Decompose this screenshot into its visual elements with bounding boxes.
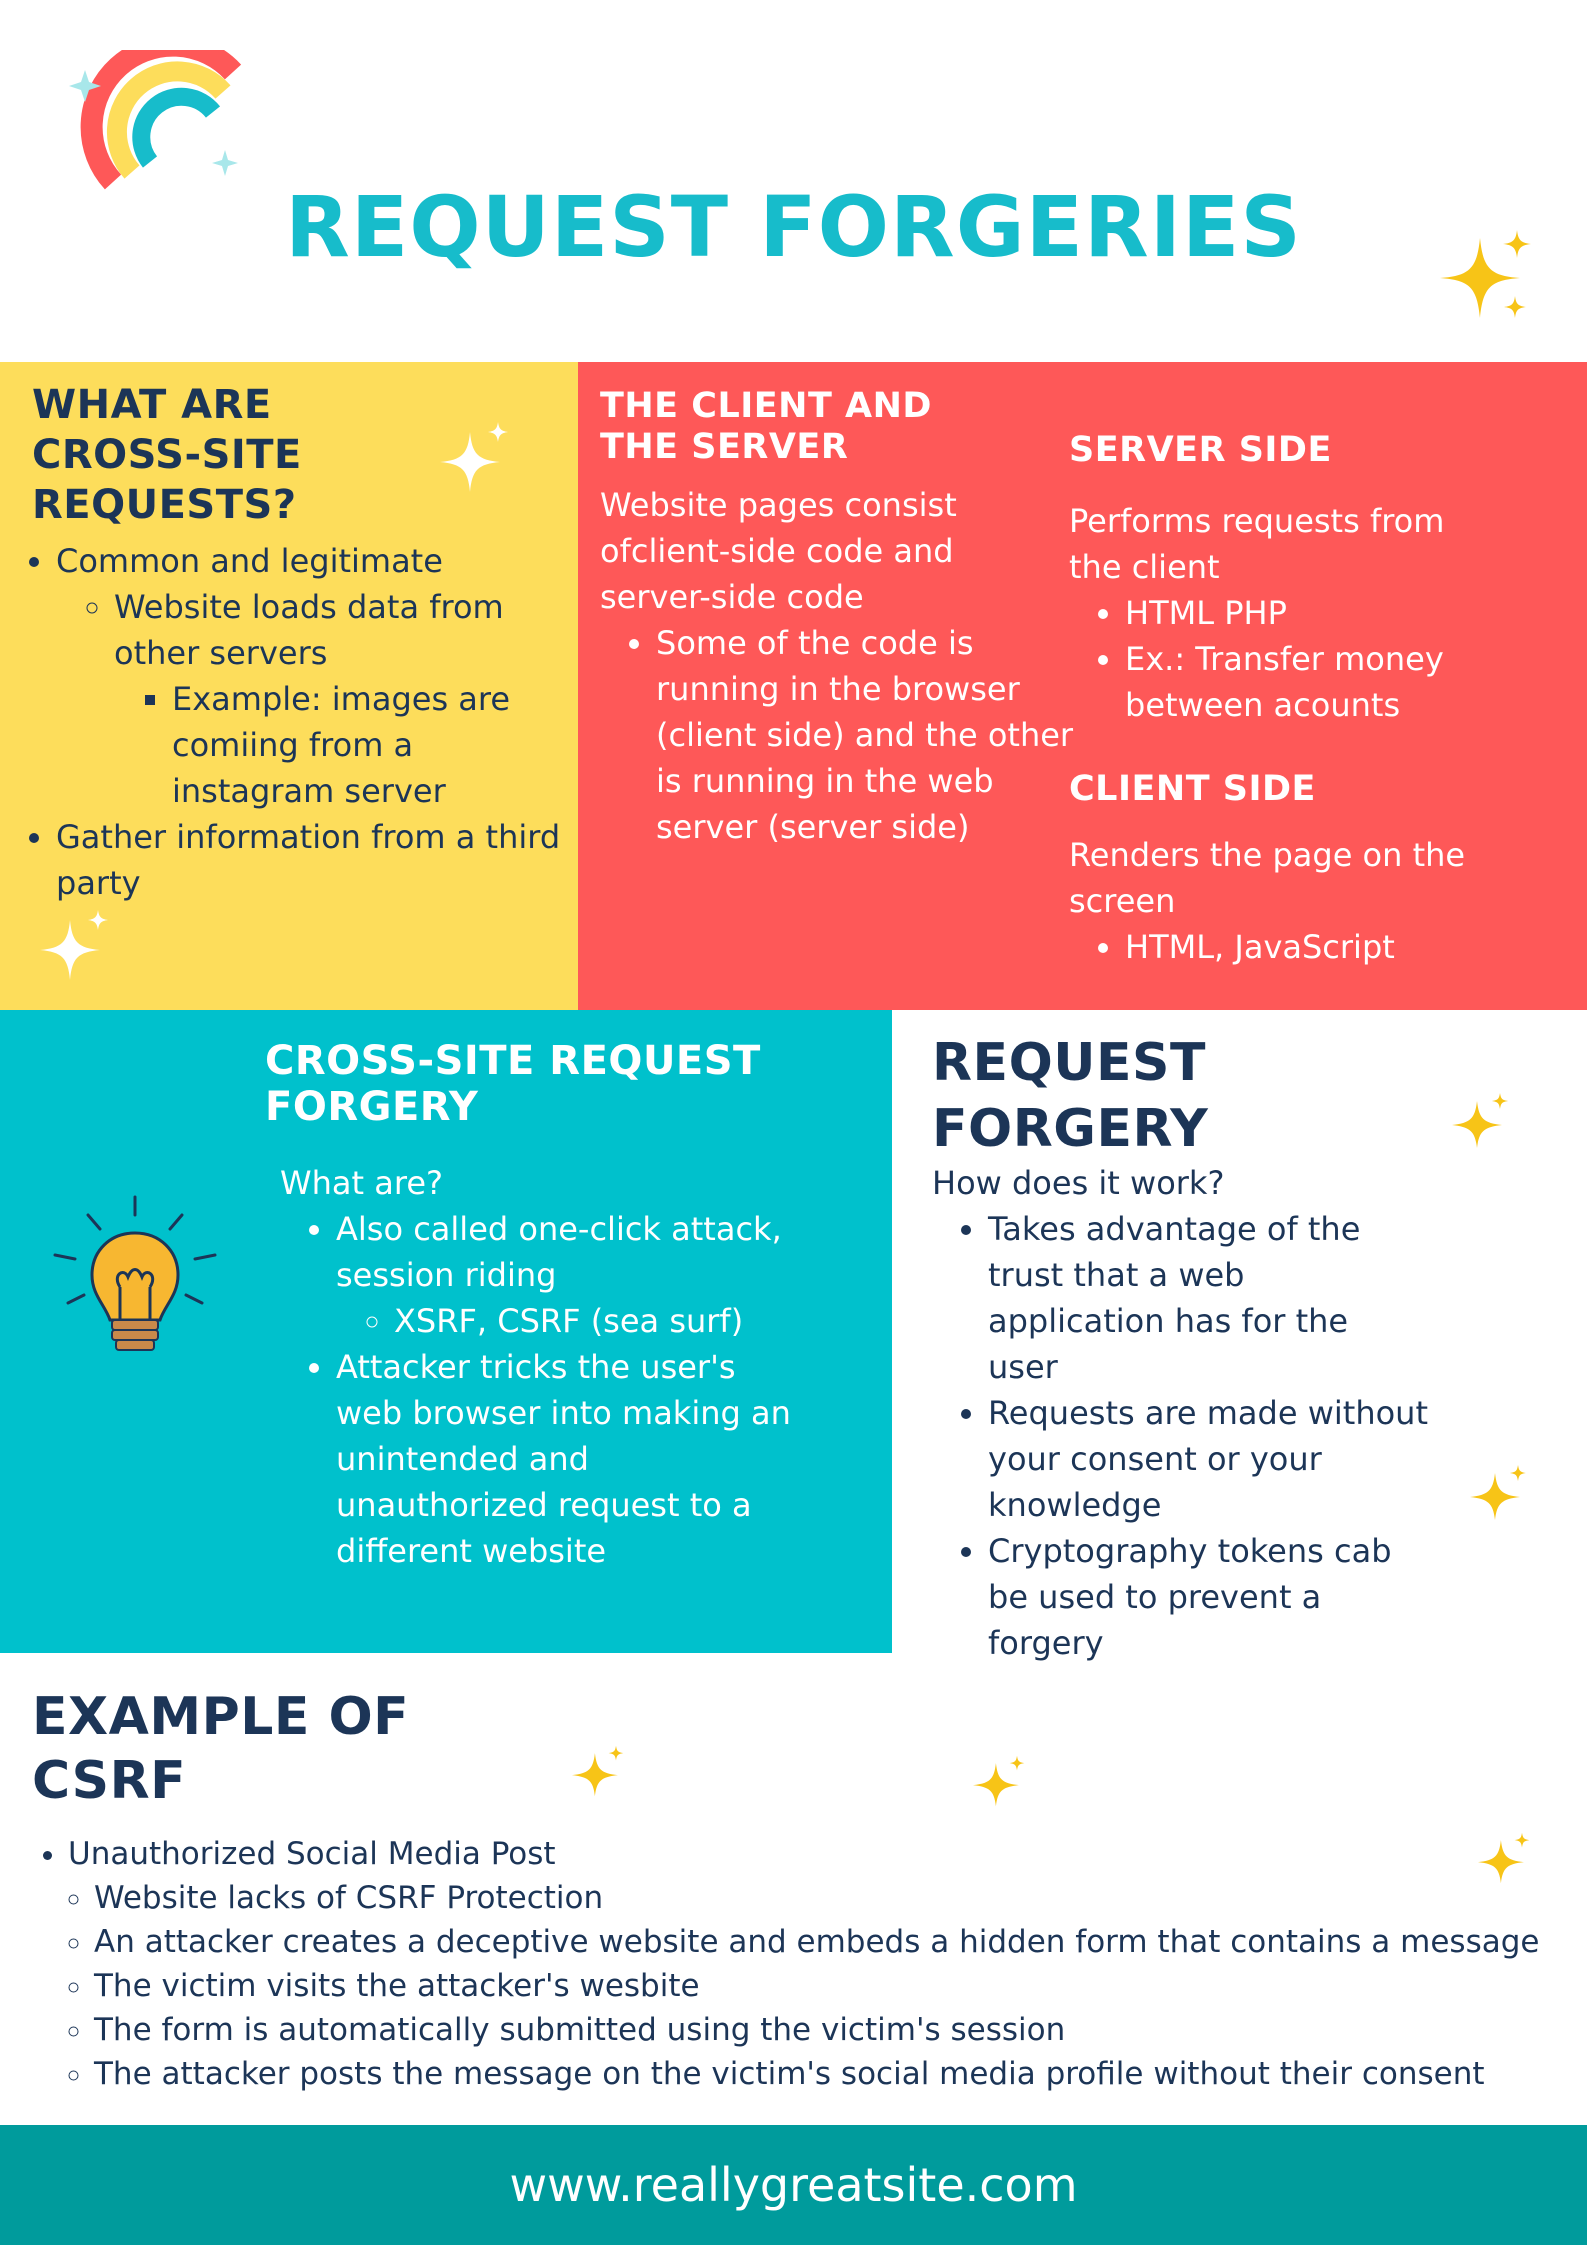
- list-item: Also called one-click attack, session ri…: [336, 1206, 796, 1344]
- cross-site-list: Common and legitimate Website loads data…: [28, 538, 576, 906]
- request-forgery-panel: REQUEST FORGERY How does it work? Takes …: [892, 1010, 1587, 1675]
- lightbulb-icon: [53, 1195, 217, 1351]
- list-item: Gather information from a third party: [56, 814, 576, 906]
- sparkle-icon: [973, 1755, 1025, 1807]
- sparkle-icon: [1440, 230, 1531, 318]
- client-side-text: Renders the page on the screen: [1069, 836, 1466, 920]
- client-side-heading: CLIENT SIDE: [1069, 769, 1316, 809]
- list-item: Website lacks of CSRF Protection: [94, 1876, 1587, 1920]
- rainbow-icon: [69, 50, 242, 190]
- server-side-heading: SERVER SIDE: [1069, 430, 1332, 470]
- section-heading: REQUEST FORGERY: [932, 1033, 1209, 1159]
- sparkle-icon: [1452, 1093, 1508, 1148]
- section-heading: THE CLIENT AND THE SERVER: [600, 386, 932, 467]
- csrf-list: Also called one-click attack, session ri…: [308, 1206, 796, 1574]
- list-item: An attacker creates a deceptive website …: [94, 1920, 1587, 1964]
- list-item: Website loads data from other servers Ex…: [114, 584, 576, 814]
- example-heading: EXAMPLE OF CSRF: [32, 1687, 410, 1811]
- server-side-list: HTML PHP Ex.: Transfer money between aco…: [1097, 590, 1525, 728]
- footer-bar: www.reallygreatsite.com: [0, 2125, 1587, 2245]
- footer-url[interactable]: www.reallygreatsite.com: [509, 2158, 1078, 2212]
- section-intro: Website pages consist ofclient-side code…: [600, 486, 957, 616]
- cross-site-requests-panel: WHAT ARE CROSS-SITE REQUESTS? Common and…: [0, 362, 578, 1010]
- sparkle-icon: [40, 910, 108, 980]
- section-intro: How does it work?: [932, 1164, 1225, 1202]
- list-item: The victim visits the attacker's wesbite: [94, 1964, 1587, 2008]
- server-side-text: Performs requests from the client: [1069, 502, 1445, 586]
- page-title: REQUEST FORGERIES: [285, 178, 1302, 276]
- client-side-list: HTML, JavaScript: [1097, 924, 1525, 970]
- list-item: The attacker posts the message on the vi…: [94, 2052, 1587, 2096]
- list-item: Some of the code is running in the brows…: [656, 620, 1076, 850]
- section-intro: What are?: [280, 1164, 443, 1202]
- sparkle-icon: [440, 422, 508, 492]
- example-list: Unauthorized Social Media Post Website l…: [40, 1832, 1587, 2096]
- request-forgery-list: Takes advantage of the trust that a web …: [960, 1206, 1428, 1666]
- list-item: Attacker tricks the user's web browser i…: [336, 1344, 796, 1574]
- list-item: HTML, JavaScript: [1125, 924, 1525, 970]
- sparkle-icon: [1470, 1465, 1526, 1520]
- client-server-list: Some of the code is running in the brows…: [628, 620, 1076, 850]
- list-item: Requests are made without your consent o…: [988, 1390, 1428, 1528]
- sparkle-icon: [1478, 1832, 1530, 1884]
- section-heading: WHAT ARE CROSS-SITE REQUESTS?: [32, 382, 302, 528]
- list-item: Ex.: Transfer money between acounts: [1125, 636, 1525, 728]
- list-item: Example: images are comiing from a insta…: [172, 676, 576, 814]
- csrf-panel: CROSS-SITE REQUEST FORGERY What are? Als…: [0, 1010, 892, 1653]
- list-item: Cryptography tokens cab be used to preve…: [988, 1528, 1428, 1666]
- list-item: Common and legitimate Website loads data…: [56, 538, 576, 814]
- list-item: The form is automatically submitted usin…: [94, 2008, 1587, 2052]
- sparkle-icon: [572, 1745, 624, 1797]
- client-server-panel: THE CLIENT AND THE SERVER Website pages …: [578, 362, 1587, 1010]
- section-heading: CROSS-SITE REQUEST FORGERY: [265, 1038, 761, 1130]
- list-item: HTML PHP: [1125, 590, 1525, 636]
- list-item: Takes advantage of the trust that a web …: [988, 1206, 1428, 1390]
- list-item: Unauthorized Social Media Post Website l…: [68, 1832, 1587, 2096]
- list-item: XSRF, CSRF (sea surf): [394, 1298, 796, 1344]
